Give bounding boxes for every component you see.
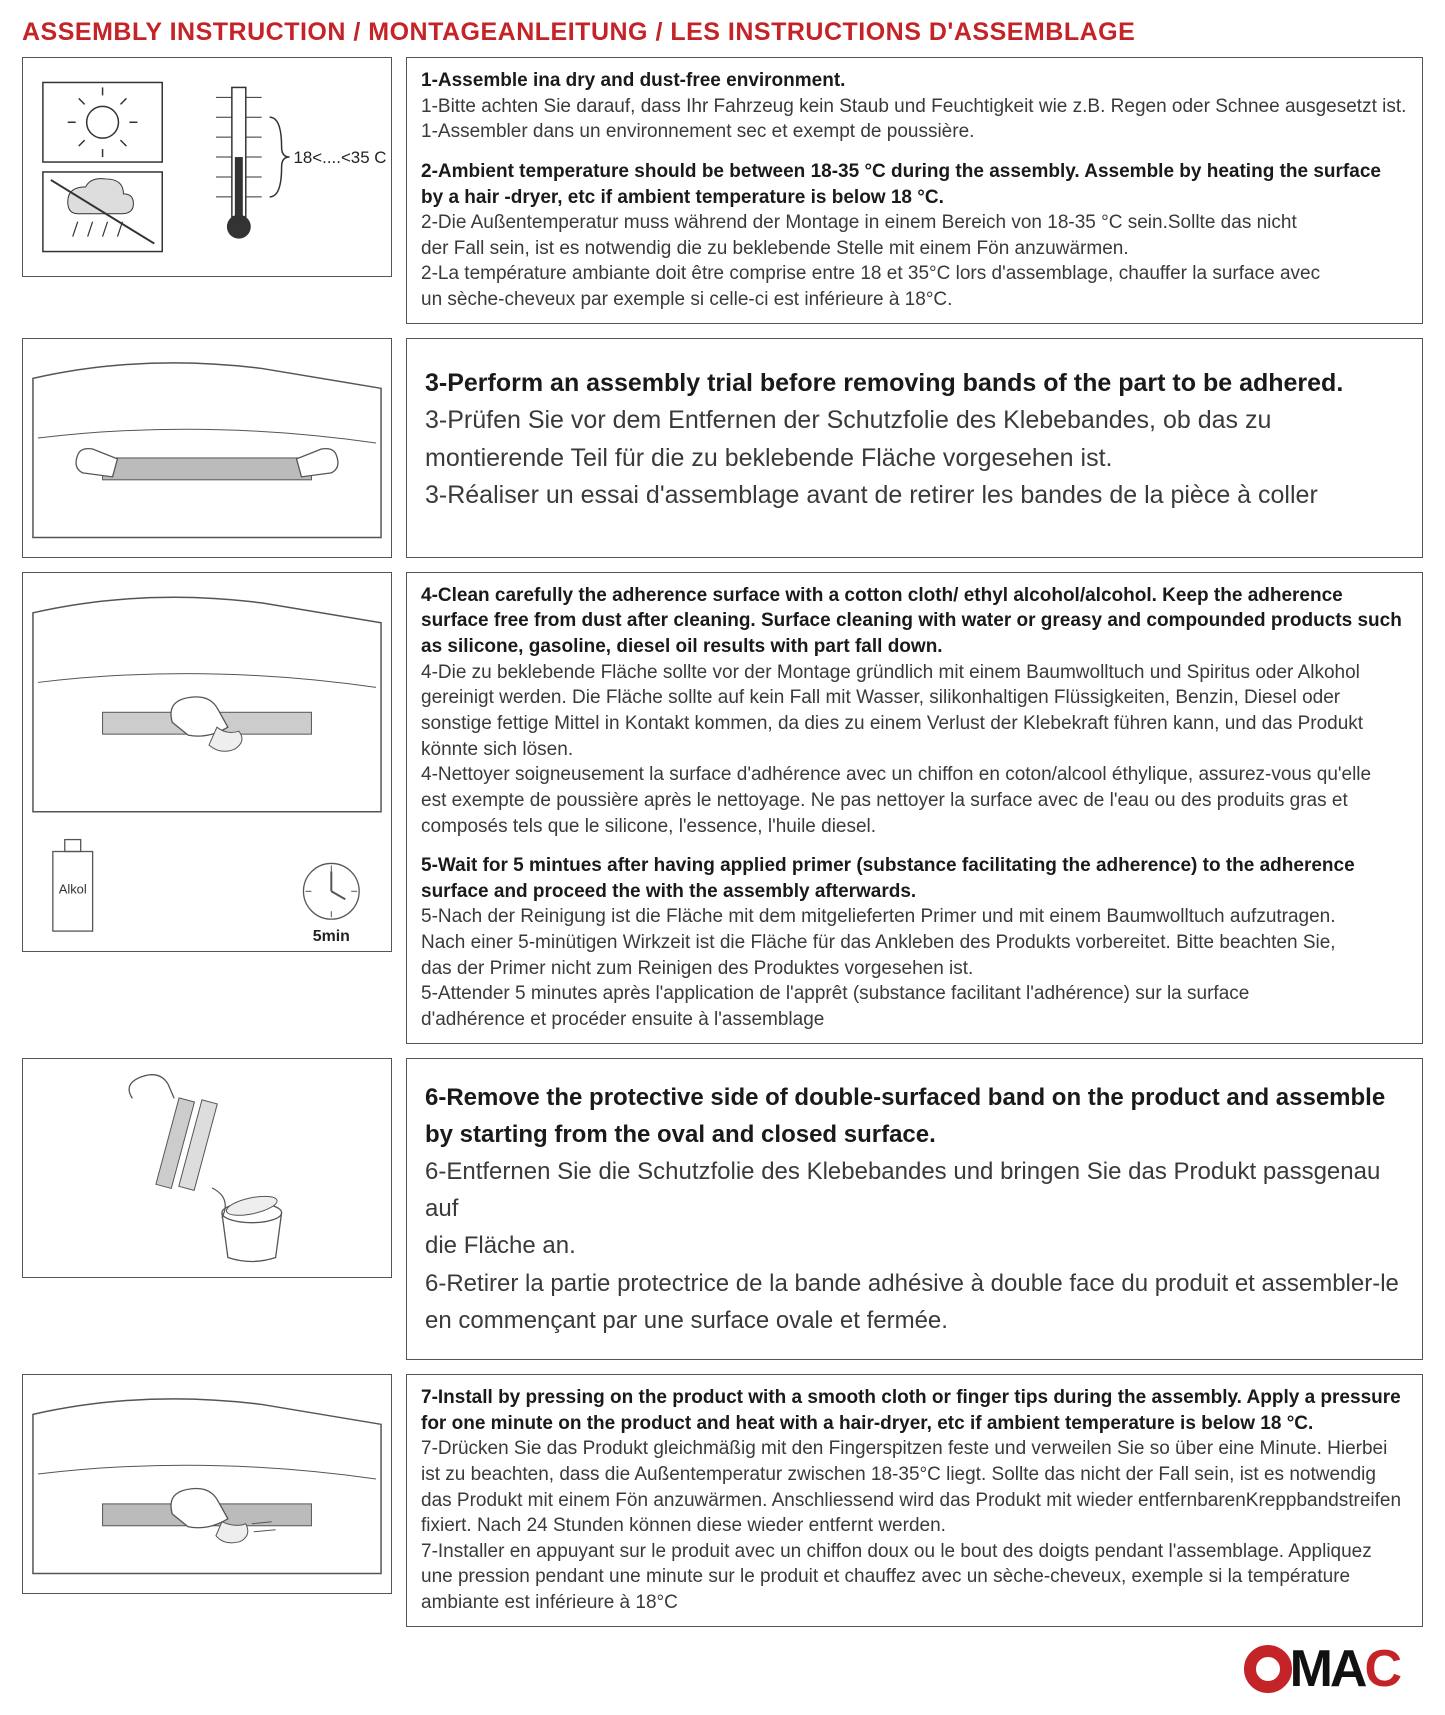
step-2-bold: 2-Ambient temperature should be between … (421, 161, 1381, 208)
text-step-1-2: 1-Assemble ina dry and dust-free environ… (406, 57, 1423, 324)
diagram-trial (22, 338, 392, 558)
diagram-clean: Alkol 5min (22, 572, 392, 952)
svg-text:Alkol: Alkol (59, 881, 87, 896)
step-1-bold: 1-Assemble ina dry and dust-free environ… (421, 70, 845, 91)
step-1-fr: 1-Assembler dans un environnement sec et… (421, 121, 974, 142)
step-3-bold: 3-Perform an assembly trial before remov… (425, 369, 1343, 397)
step-2-block: 2-Ambient temperature should be between … (421, 159, 1408, 313)
step-3-block: 3-Perform an assembly trial before remov… (425, 365, 1404, 515)
step-row-1: 18<....<35 C 1-Assemble ina dry and dust… (22, 57, 1423, 324)
step-6-bold: 6-Remove the protective side of double-s… (425, 1084, 1385, 1148)
step-row-5: 7-Install by pressing on the product wit… (22, 1374, 1423, 1627)
step-3-de-1: 3-Prüfen Sie vor dem Entfernen der Schut… (425, 406, 1271, 434)
brand-logo: MAC (1244, 1639, 1399, 1699)
text-step-6: 6-Remove the protective side of double-s… (406, 1058, 1423, 1360)
step-5-bold: 5-Wait for 5 mintues after having applie… (421, 855, 1355, 902)
step-3-de-2: montierende Teil für die zu beklebende F… (425, 444, 1112, 472)
text-step-7: 7-Install by pressing on the product wit… (406, 1374, 1423, 1627)
step-1-de: 1-Bitte achten Sie darauf, dass Ihr Fahr… (421, 96, 1406, 117)
step-6-block: 6-Remove the protective side of double-s… (425, 1079, 1404, 1339)
step-5-block: 5-Wait for 5 mintues after having applie… (421, 853, 1408, 1032)
step-1-block: 1-Assemble ina dry and dust-free environ… (421, 68, 1408, 145)
logo-ma: MA (1290, 1639, 1365, 1699)
text-step-4-5: 4-Clean carefully the adherence surface … (406, 572, 1423, 1044)
step-2-de-1: 2-Die Außentemperatur muss während der M… (421, 212, 1297, 233)
step-row-4: 6-Remove the protective side of double-s… (22, 1058, 1423, 1360)
svg-text:5min: 5min (313, 928, 350, 945)
step-2-fr-1: 2-La température ambiante doit être comp… (421, 263, 1320, 284)
text-step-3: 3-Perform an assembly trial before remov… (406, 338, 1423, 558)
diagram-environment: 18<....<35 C (22, 57, 392, 277)
env-svg: 18<....<35 C (23, 57, 391, 277)
step-2-fr-2: un sèche-cheveux par exemple si celle-ci… (421, 289, 952, 310)
logo-c: C (1364, 1639, 1399, 1699)
logo-o-icon (1244, 1645, 1292, 1693)
temp-label: 18<....<35 C (294, 148, 387, 167)
step-4-bold: 4-Clean carefully the adherence surface … (421, 585, 1402, 657)
step-3-fr: 3-Réaliser un essai d'assemblage avant d… (425, 481, 1318, 509)
step-row-2: 3-Perform an assembly trial before remov… (22, 338, 1423, 558)
step-row-3: Alkol 5min 4-Clean carefully the adheren… (22, 572, 1423, 1044)
diagram-peel (22, 1058, 392, 1278)
step-2-de-2: der Fall sein, ist es notwendig die zu b… (421, 238, 1129, 259)
step-4-block: 4-Clean carefully the adherence surface … (421, 583, 1408, 839)
page-title: ASSEMBLY INSTRUCTION / MONTAGEANLEITUNG … (22, 18, 1423, 47)
step-7-bold: 7-Install by pressing on the product wit… (421, 1387, 1401, 1434)
diagram-press (22, 1374, 392, 1594)
step-7-block: 7-Install by pressing on the product wit… (421, 1385, 1408, 1616)
